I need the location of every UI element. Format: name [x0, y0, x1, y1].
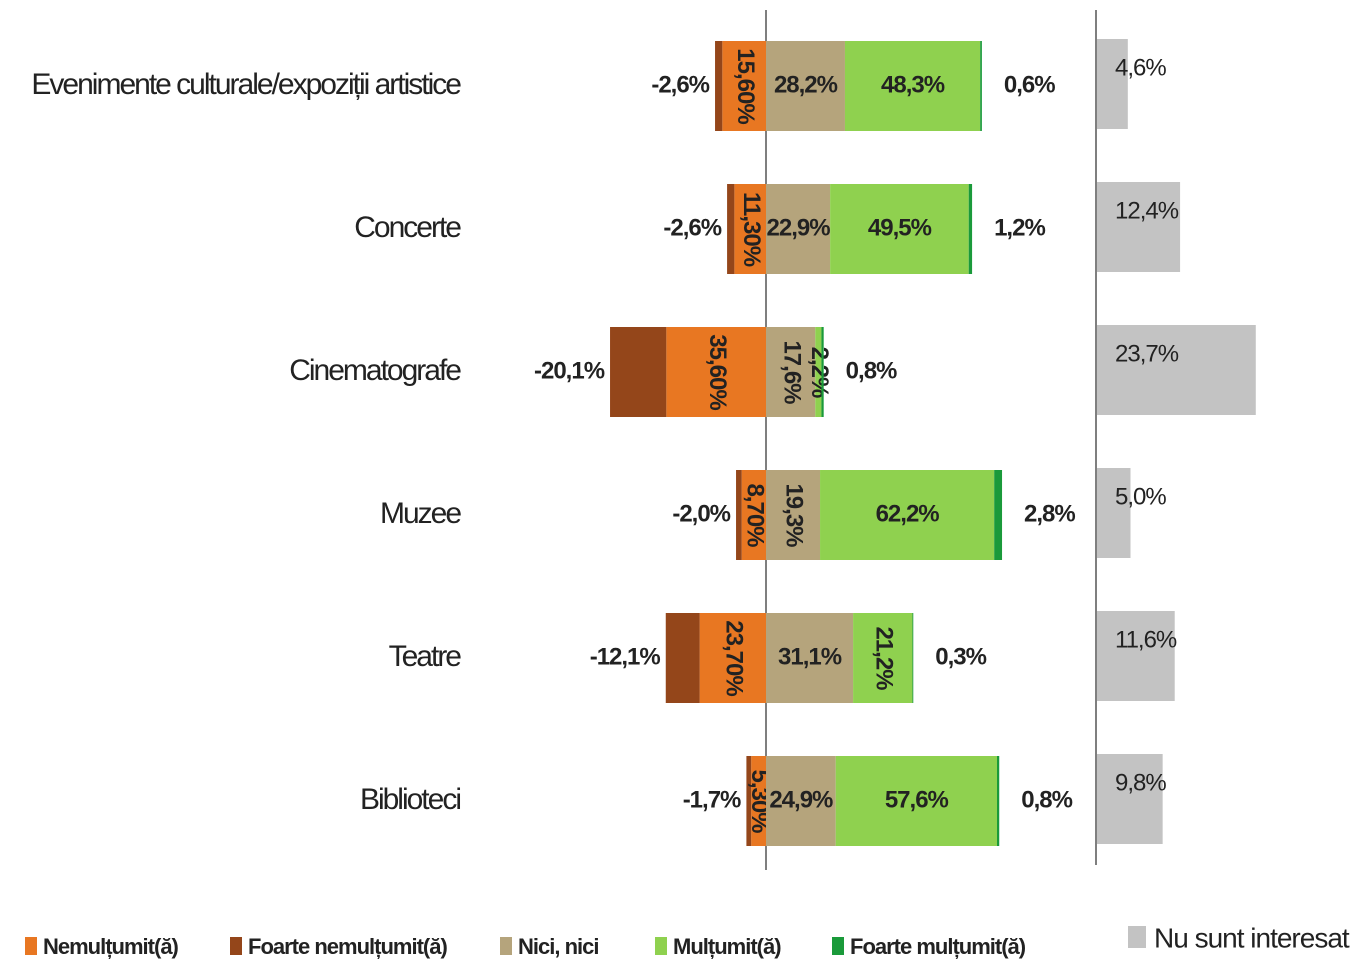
value-label: -2,6%: [663, 214, 721, 241]
bar: [1097, 39, 1128, 129]
value-label: 57,6%: [885, 786, 949, 813]
legend-label: Mulțumit(ă): [673, 934, 781, 959]
value-label: -2,0%: [672, 500, 730, 527]
bar-segment: [821, 327, 824, 417]
bar-segment: [994, 470, 1003, 560]
category-label: Biblioteci: [360, 783, 460, 816]
bar: [1097, 611, 1175, 701]
bar-segment: [820, 470, 995, 560]
legend-label: Nici, nici: [518, 934, 598, 959]
value-label: 24,9%: [769, 786, 833, 813]
bar: [1097, 754, 1163, 844]
bar-segment: [665, 613, 700, 703]
value-label: -1,7%: [683, 786, 741, 813]
bar: [1097, 182, 1181, 272]
category-label: Concerte: [354, 211, 461, 244]
legend-swatch: [655, 937, 667, 955]
legend-swatch: [1128, 926, 1146, 948]
value-label: 11,6%: [1115, 626, 1177, 653]
category-label: Cinematografe: [289, 354, 461, 387]
category-label: Teatre: [389, 640, 462, 673]
bar-segment: [766, 41, 845, 131]
bar-segment: [610, 327, 667, 417]
value-label: 23,7%: [1115, 340, 1179, 367]
legend-label: Nu sunt interesat: [1154, 922, 1350, 953]
legend-swatch: [25, 937, 37, 955]
bar-segment: [815, 327, 822, 417]
value-label: 35,60%: [704, 334, 731, 410]
value-label: 11,30%: [738, 192, 765, 267]
value-label: 8,70%: [741, 483, 768, 547]
value-label: 21,2%: [870, 626, 897, 690]
bar-segment: [830, 184, 969, 274]
bar-segment: [766, 613, 854, 703]
value-label: 23,70%: [720, 620, 747, 696]
value-label: 17,6%: [778, 340, 805, 404]
legend-swatch: [832, 937, 844, 955]
bar-segment: [746, 756, 752, 846]
bar-segment: [844, 41, 981, 131]
value-label: 28,2%: [774, 71, 838, 98]
bar-segment: [699, 613, 766, 703]
bar-segment: [853, 613, 913, 703]
value-label: 5,0%: [1115, 483, 1166, 510]
value-label: 15,60%: [732, 48, 759, 124]
value-label: 9,8%: [1115, 769, 1166, 796]
value-label: 2,8%: [1024, 500, 1075, 527]
bar: [1097, 468, 1131, 558]
bar-segment: [715, 41, 723, 131]
legend-label: Foarte mulțumit(ă): [850, 934, 1026, 959]
value-label: 0,3%: [935, 643, 986, 670]
value-label: 2,2%: [806, 347, 833, 398]
legend-swatch: [500, 937, 512, 955]
bar-segment: [727, 184, 735, 274]
value-label: 49,5%: [868, 214, 932, 241]
bar-segment: [835, 756, 997, 846]
bar-segment: [997, 756, 1000, 846]
value-label: -20,1%: [534, 357, 605, 384]
bar: [1097, 325, 1256, 415]
bar-segment: [734, 184, 766, 274]
value-label: 4,6%: [1115, 54, 1166, 81]
bar-segment: [912, 613, 914, 703]
bar-segment: [741, 470, 766, 560]
bar-segment: [766, 756, 836, 846]
value-label: 0,8%: [1021, 786, 1072, 813]
bar-segment: [736, 470, 742, 560]
legend-label: Nemulțumit(ă): [43, 934, 179, 959]
bar-segment: [766, 327, 816, 417]
value-label: 1,2%: [994, 214, 1045, 241]
bar-segment: [766, 470, 821, 560]
bar-segment: [766, 184, 831, 274]
value-label: 19,3%: [781, 483, 808, 547]
bar-segment: [722, 41, 766, 131]
value-label: 62,2%: [876, 500, 940, 527]
value-label: 0,8%: [846, 357, 897, 384]
bar-segment: [666, 327, 766, 417]
bar-segment: [968, 184, 973, 274]
bar-segment: [980, 41, 982, 131]
value-label: 12,4%: [1115, 197, 1179, 224]
category-label: Evenimente culturale/expoziții artistice: [31, 68, 461, 101]
value-label: -2,6%: [651, 71, 709, 98]
value-label: 0,6%: [1004, 71, 1055, 98]
value-label: 22,9%: [767, 214, 831, 241]
legend-label: Foarte nemulțumit(ă): [248, 934, 447, 959]
value-label: 31,1%: [778, 643, 842, 670]
value-label: 48,3%: [881, 71, 945, 98]
value-label: -12,1%: [590, 643, 661, 670]
category-label: Muzee: [380, 497, 461, 530]
bar-segment: [751, 756, 766, 846]
legend-swatch: [230, 937, 242, 955]
